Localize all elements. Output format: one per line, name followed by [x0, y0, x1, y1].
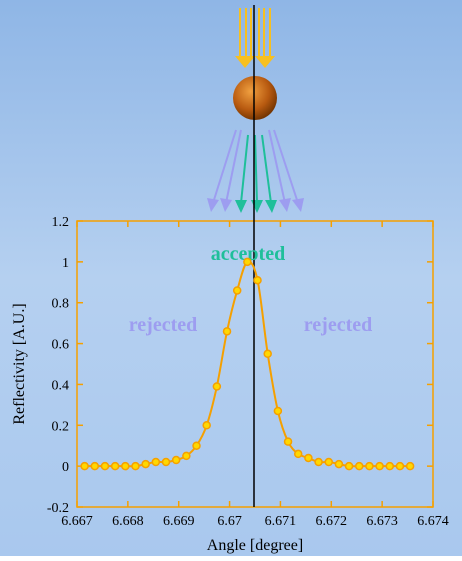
x-tick-label: 6.671	[265, 514, 297, 529]
data-point	[183, 452, 190, 459]
data-point	[142, 461, 149, 468]
background	[0, 0, 462, 556]
data-point	[91, 463, 98, 470]
x-axis-label: Angle [degree]	[207, 537, 303, 554]
data-point	[285, 438, 292, 445]
y-tick-label: 0.4	[52, 378, 70, 393]
x-tick-label: 6.667	[61, 514, 93, 529]
data-point	[152, 459, 159, 466]
y-tick-label: 0.2	[52, 419, 70, 434]
data-point	[254, 277, 261, 284]
annotation: rejected	[129, 314, 197, 336]
x-tick-label: 6.672	[316, 514, 348, 529]
data-point	[335, 461, 342, 468]
data-point	[173, 457, 180, 464]
data-point	[356, 463, 363, 470]
data-point	[203, 422, 210, 429]
data-point	[213, 383, 220, 390]
data-point	[264, 350, 271, 357]
annotation: rejected	[304, 314, 372, 336]
x-tick-label: 6.669	[163, 514, 195, 529]
data-point	[244, 258, 251, 265]
data-point	[346, 463, 353, 470]
x-tick-label: 6.673	[366, 514, 398, 529]
crystal	[233, 76, 277, 120]
data-point	[366, 463, 373, 470]
data-point	[315, 459, 322, 466]
y-tick-label: 0	[62, 460, 69, 475]
x-tick-label: 6.668	[112, 514, 144, 529]
data-point	[407, 463, 414, 470]
data-point	[295, 450, 302, 457]
chart: accepted rejected rejected Angle [degree…	[0, 0, 462, 556]
y-tick-label: 0.8	[52, 297, 70, 312]
page: {"chart_data": {"type": "line", "xlabel"…	[0, 0, 462, 561]
data-point	[386, 463, 393, 470]
data-point	[234, 287, 241, 294]
data-point	[376, 463, 383, 470]
y-tick-label: 1	[62, 256, 69, 271]
data-point	[163, 459, 170, 466]
data-point	[305, 454, 312, 461]
y-tick-label: 1.2	[52, 215, 70, 230]
data-point	[274, 407, 281, 414]
x-tick-label: 6.67	[217, 514, 242, 529]
x-tick-label: 6.674	[417, 514, 449, 529]
data-point	[193, 442, 200, 449]
data-point	[112, 463, 119, 470]
data-point	[132, 463, 139, 470]
data-point	[101, 463, 108, 470]
data-point	[81, 463, 88, 470]
data-point	[224, 328, 231, 335]
y-axis-label: Reflectivity [A.U.]	[11, 303, 28, 424]
y-tick-label: 0.6	[52, 338, 70, 353]
data-point	[325, 459, 332, 466]
data-point	[122, 463, 129, 470]
data-point	[396, 463, 403, 470]
